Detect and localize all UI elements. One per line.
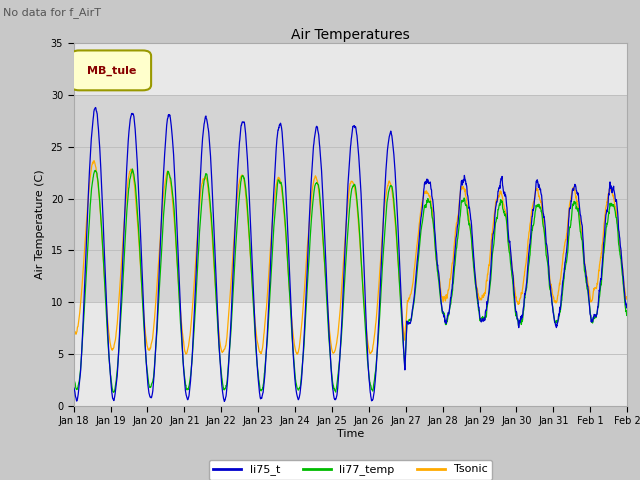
FancyBboxPatch shape <box>71 50 151 90</box>
Legend: li75_t, li77_temp, Tsonic: li75_t, li77_temp, Tsonic <box>209 460 492 480</box>
Text: MB_tule: MB_tule <box>86 65 136 75</box>
Title: Air Temperatures: Air Temperatures <box>291 28 410 42</box>
Text: No data for f_AirT: No data for f_AirT <box>3 7 101 18</box>
Bar <box>74 95 627 302</box>
X-axis label: Time: Time <box>337 429 364 439</box>
Y-axis label: Air Temperature (C): Air Temperature (C) <box>35 169 45 279</box>
